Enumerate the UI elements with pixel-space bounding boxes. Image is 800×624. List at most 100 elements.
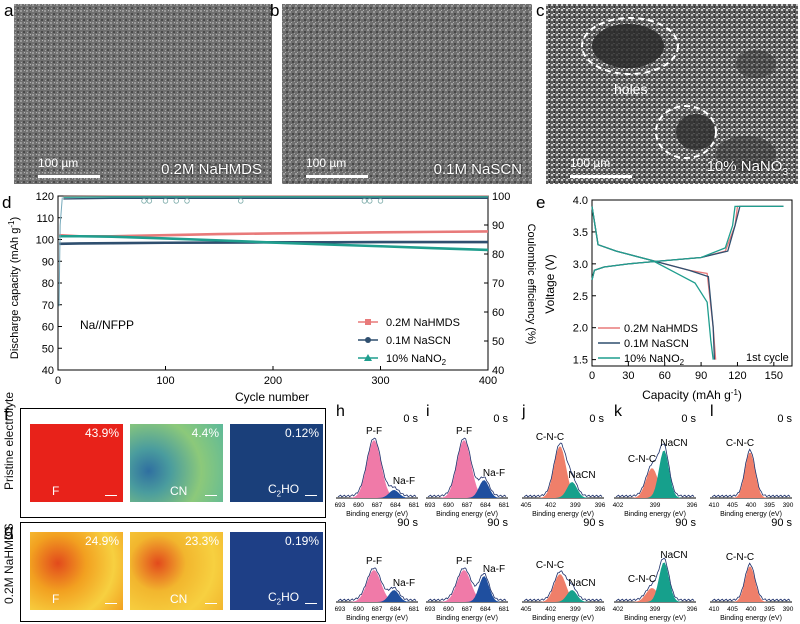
x-tick-label: 100 [156,375,174,387]
peak-fill [712,566,790,602]
tick-label: 399 [650,606,661,613]
peak2-label: NaCN [568,578,595,589]
y-tick-label: 120 [36,191,54,203]
peak1-label: C-N-C [628,454,656,465]
peak1-label: P-F [366,426,382,437]
ce-point [238,198,244,204]
scale-bar [105,603,117,604]
tick-label: 405 [521,502,532,509]
envelope-line [523,570,603,602]
x-axis-label: Binding energy (eV) [532,511,594,518]
x-tick-label: 0 [55,375,61,387]
peak-fill [616,450,694,498]
tof-map-g-1: 23.3% CN [130,532,223,610]
tof-species: F [52,592,60,606]
cell-annotation: Na//NFPP [80,318,134,332]
tick-label: 684 [480,502,491,509]
peak-fill [338,590,416,602]
x-axis-label: Binding energy (eV) [624,615,686,622]
series-line [59,234,489,252]
sem-sample-label: 0.2M NaHMDS [161,161,262,178]
envelope-line [711,448,791,498]
peak1-label: C-N-C [726,552,754,563]
sem-texture-a [14,4,272,184]
tick-label: 684 [390,502,401,509]
series-line [591,206,717,360]
x-tick-label: 90 [695,370,707,382]
tick-label: 693 [335,502,346,509]
tof-species: C2HO [268,481,300,498]
envelope-line [427,437,507,498]
panel-letter-f: f [4,405,9,424]
sem-image-b: 100 µm 0.1M NaSCN [282,4,532,184]
panel-letter: j [521,403,526,420]
panel-letter-g: g [4,521,14,540]
panel-letter-a: a [4,1,14,20]
time-label: 90 s [675,517,696,529]
x-tick-label: 0 [589,370,595,382]
tof-row-f [20,408,326,518]
initial-ce-trace [58,197,63,307]
tof-species: C2HO [268,589,300,606]
envelope-line [523,442,603,498]
y-tick-label: 100 [36,235,54,247]
tof-map-g-2: 0.19% C2HO [230,532,323,610]
tof-percent: 24.9% [84,534,119,548]
peak1-label: P-F [456,426,472,437]
tick-label: 396 [595,502,606,509]
tick-label: 405 [521,606,532,613]
panel-letter: i [426,403,430,420]
peak-fill [338,440,416,498]
x-tick-label: 60 [659,370,671,382]
tick-label: 390 [783,502,794,509]
scale-bar [105,495,117,496]
tick-label: 400 [746,502,757,509]
peak-fill [428,440,506,498]
envelope-line [427,567,507,602]
x-axis-label: Binding energy (eV) [624,511,686,518]
tick-label: 684 [390,606,401,613]
y2-tick-label: 60 [492,307,504,319]
y2-tick-label: 80 [492,249,504,261]
legend-label: 0.2M NaHMDS [386,317,460,329]
panel-letter-e: e [536,193,546,212]
tof-percent: 43.9% [84,426,119,440]
tof-percent: 0.12% [284,426,319,440]
scale-bar [305,603,317,604]
tof-map-f-0: 43.9% F [30,424,123,502]
tick-label: 681 [499,606,510,613]
sem-texture-b [282,4,532,184]
peak1-label: C-N-C [536,560,564,571]
peak2-label: Na-F [393,476,415,487]
tick-label: 390 [783,606,794,613]
plot-frame [591,199,793,367]
tick-label: 681 [409,502,420,509]
tof-percent: 0.19% [284,534,319,548]
envelope-line [615,443,695,498]
tick-label: 693 [335,606,346,613]
scale-bar [305,495,317,496]
panel-letter-c: c [536,1,545,20]
ce-point [146,198,153,204]
time-label: 0 s [589,413,604,425]
y-tick-label: 3.5 [573,227,588,239]
tick-label: 690 [353,606,364,613]
series-line [59,230,489,238]
tick-label: 396 [595,606,606,613]
legend-label: 0.1M NaSCN [624,338,689,350]
tof-map-g-0: 24.9% F [30,532,123,610]
peak1-label: C-N-C [628,574,656,585]
x-tick-label: 300 [371,375,389,387]
peak2-label: Na-F [393,578,415,589]
series-line [591,206,714,360]
panel-letter: l [710,403,714,420]
x-axis-label: Binding energy (eV) [346,511,408,518]
y-tick-label: 2.5 [573,291,588,303]
y-tick-label: 60 [42,322,54,334]
time-label: 90 s [397,517,418,529]
legend-label: 0.1M NaSCN [386,335,451,347]
tof-row-g [20,522,326,622]
peak-fill [338,570,416,602]
panel-letter: k [614,403,623,420]
sem-sample-label: 10% NaNO3 [706,158,788,178]
